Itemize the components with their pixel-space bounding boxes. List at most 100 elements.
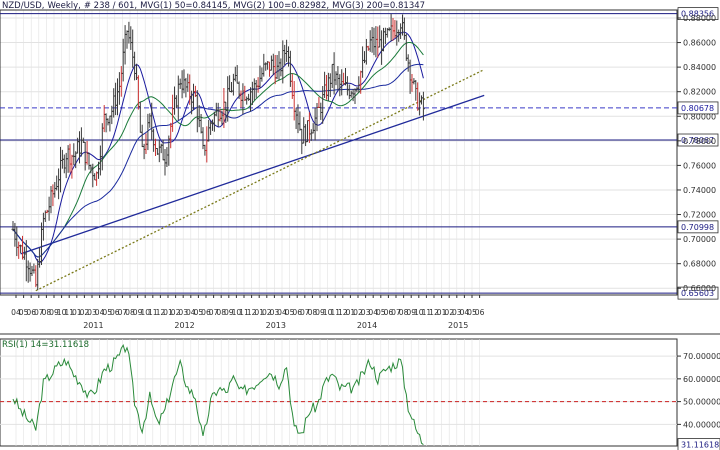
price-panel: 0.88356 0.78067 0.70998 0.65603 0.80678 0.66… xyxy=(0,0,720,330)
price-y-tick-label: 0.82000 xyxy=(683,88,716,97)
price-y-tick-label: 0.86000 xyxy=(683,39,716,48)
header-separator: , xyxy=(326,1,329,11)
x-month-label: 01 xyxy=(254,308,264,317)
x-month-label: 07 xyxy=(209,308,219,317)
x-month-label: 03 xyxy=(87,308,97,317)
x-month-label: 12 xyxy=(338,308,348,317)
x-year-label: 2015 xyxy=(448,321,468,330)
price-y-tick-label: 0.78000 xyxy=(683,137,716,146)
price-plot-frame xyxy=(0,9,678,296)
level-label-box xyxy=(677,101,719,115)
x-month-label: 07 xyxy=(391,308,401,317)
price-y-tick-label: 0.80000 xyxy=(683,112,716,121)
x-month-label: 08 xyxy=(125,308,135,317)
x-month-label: 11 xyxy=(148,308,158,317)
x-month-label: 02 xyxy=(444,308,454,317)
x-month-label: 03 xyxy=(361,308,371,317)
x-month-label: 10 xyxy=(232,308,242,317)
x-month-label: 09 xyxy=(49,308,59,317)
price-y-tick-label: 0.72000 xyxy=(683,211,716,220)
rsi-y-tick-label: 40.00000 xyxy=(683,420,720,429)
x-month-label: 03 xyxy=(270,308,280,317)
x-month-label: 04 xyxy=(460,308,470,317)
x-month-label: 12 xyxy=(247,308,257,317)
price-grid xyxy=(0,10,677,295)
x-month-label: 04 xyxy=(186,308,196,317)
x-month-label: 05 xyxy=(285,308,295,317)
x-year-label: 2012 xyxy=(174,321,194,330)
x-month-label: 09 xyxy=(224,308,234,317)
ma2-label: MVG(2) 100=0.82982 xyxy=(233,1,326,11)
x-month-label: 11 xyxy=(422,308,432,317)
x-month-label: 04 xyxy=(11,308,21,317)
x-month-label: 04 xyxy=(368,308,378,317)
x-month-label: 06 xyxy=(26,308,36,317)
rsi-value-box xyxy=(677,438,720,450)
rsi-y-axis: 40.00000 50.00000 60.00000 70.00000 31.11618 xyxy=(677,352,720,450)
price-y-tick-label: 0.76000 xyxy=(683,161,716,170)
x-month-label: 09 xyxy=(133,308,143,317)
x-year-label: 2013 xyxy=(266,321,286,330)
rsi-plot-frame xyxy=(0,338,678,447)
x-month-label: 09 xyxy=(406,308,416,317)
header-separator: , xyxy=(78,1,81,11)
x-month-label: 06 xyxy=(384,308,394,317)
trendlines xyxy=(20,68,485,292)
rsi-line xyxy=(12,343,424,446)
x-year-label: 2011 xyxy=(83,321,103,330)
price-y-axis: 0.66000 0.68000 0.70000 0.72000 0.74000 0.760… xyxy=(677,14,716,293)
x-month-label: 01 xyxy=(346,308,356,317)
price-y-tick-label: 0.70000 xyxy=(683,235,716,244)
rsi-y-tick-label: 50.00000 xyxy=(683,398,720,407)
x-month-label: 10 xyxy=(323,308,333,317)
x-month-label: 07 xyxy=(34,308,44,317)
price-x-axis: 0405060708091011010203040506070809101112… xyxy=(11,295,485,330)
symbol-label: NZD/USD xyxy=(2,1,42,11)
x-month-label: 08 xyxy=(216,308,226,317)
price-y-tick-label: 0.88000 xyxy=(683,14,716,23)
ma1-label: MVG(1) 50=0.84145 xyxy=(140,1,228,11)
timeframe-label: Weekly xyxy=(47,1,78,11)
level-label: 0.78067 xyxy=(681,136,714,145)
rsi-series xyxy=(12,343,424,446)
x-month-label: 06 xyxy=(201,308,211,317)
x-month-label: 01 xyxy=(437,308,447,317)
chart-header: NZD/USD, Weekly, # 238 / 601, MVG(1) 50=0.8… xyxy=(2,1,425,11)
x-month-label: 07 xyxy=(300,308,310,317)
x-month-label: 05 xyxy=(19,308,29,317)
x-month-label: 02 xyxy=(171,308,181,317)
header-separator: , xyxy=(134,1,137,11)
x-month-label: 11 xyxy=(330,308,340,317)
x-month-label: 04 xyxy=(95,308,105,317)
price-y-tick-label: 0.84000 xyxy=(683,63,716,72)
x-month-label: 07 xyxy=(118,308,128,317)
x-month-label: 10 xyxy=(57,308,67,317)
blue-trendline[interactable] xyxy=(20,94,485,255)
x-month-label: 12 xyxy=(156,308,166,317)
price-y-tick-label: 0.68000 xyxy=(683,260,716,269)
x-month-label: 08 xyxy=(308,308,318,317)
horizontal-levels: 0.88356 0.78067 0.70998 0.65603 0.80678 xyxy=(0,7,719,300)
price-y-tick-label: 0.74000 xyxy=(683,186,716,195)
rsi-panel: 40.00000 50.00000 60.00000 70.00000 31.11618… xyxy=(0,338,720,450)
rsi-value-label: 31.11618 xyxy=(681,441,719,450)
x-month-label: 11 xyxy=(64,308,74,317)
x-month-label: 12 xyxy=(429,308,439,317)
x-month-label: 05 xyxy=(376,308,386,317)
x-month-label: 11 xyxy=(239,308,249,317)
x-month-label: 03 xyxy=(178,308,188,317)
dotted-trendline[interactable] xyxy=(35,68,485,292)
price-bars xyxy=(11,14,425,291)
level-label-box xyxy=(677,220,719,234)
level-label: 0.80678 xyxy=(681,104,714,113)
x-month-label: 05 xyxy=(467,308,477,317)
x-month-label: 06 xyxy=(475,308,485,317)
rsi-grid xyxy=(0,339,677,446)
x-month-label: 08 xyxy=(42,308,52,317)
x-month-label: 06 xyxy=(110,308,120,317)
x-month-label: 03 xyxy=(452,308,462,317)
x-month-label: 08 xyxy=(399,308,409,317)
header-separator: , xyxy=(42,1,45,11)
x-month-label: 02 xyxy=(80,308,90,317)
